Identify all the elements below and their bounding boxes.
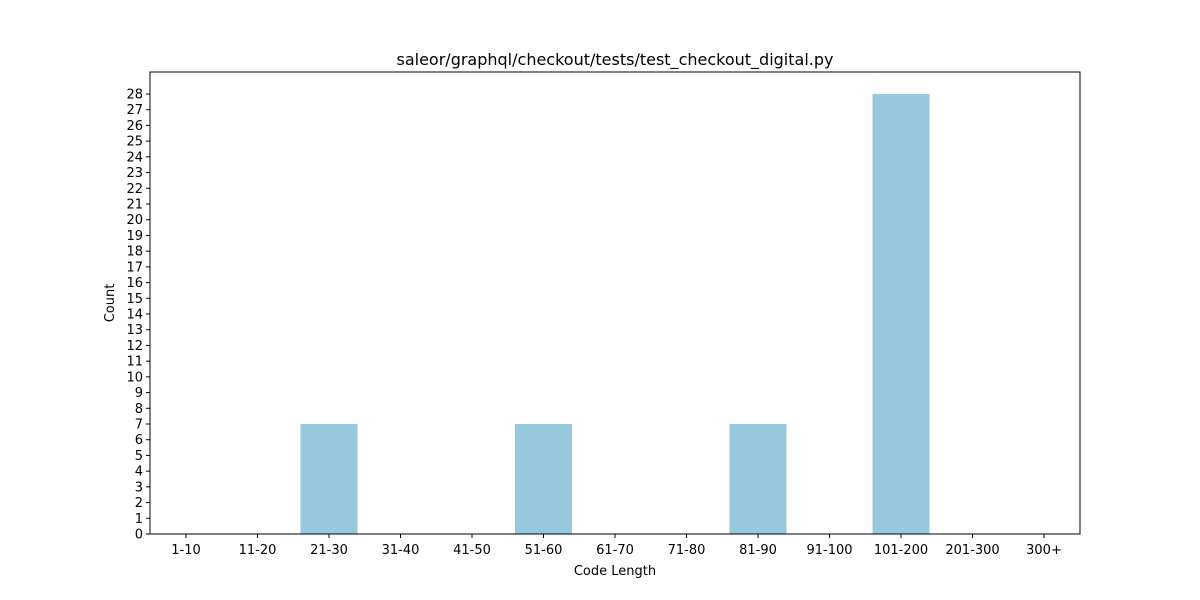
y-tick-label: 23	[126, 166, 143, 181]
x-tick-label: 1-10	[171, 543, 201, 558]
y-tick-label: 1	[135, 512, 143, 527]
y-tick-label: 19	[126, 229, 143, 244]
x-tick-label: 31-40	[382, 543, 420, 558]
x-tick-label: 201-300	[945, 543, 999, 558]
x-tick-label: 71-80	[668, 543, 706, 558]
y-tick-label: 9	[135, 386, 143, 401]
y-tick-label: 21	[126, 198, 143, 213]
y-tick-label: 22	[126, 182, 143, 197]
x-tick-label: 41-50	[453, 543, 491, 558]
y-tick-label: 18	[126, 245, 143, 260]
y-tick-label: 8	[135, 402, 143, 417]
y-tick-label: 10	[126, 370, 143, 385]
x-axis-title: Code Length	[574, 564, 656, 579]
plot-frame	[149, 71, 1081, 535]
y-tick-label: 6	[135, 433, 143, 448]
y-axis-title: Count	[103, 284, 118, 323]
y-tick-label: 11	[126, 355, 143, 370]
bar-101-200	[872, 94, 930, 534]
x-tick-label: 11-20	[239, 543, 277, 558]
x-tick-label: 61-70	[596, 543, 634, 558]
x-tick-label: 101-200	[874, 543, 928, 558]
bar-21-30	[300, 424, 358, 534]
y-tick-label: 2	[135, 496, 143, 511]
x-tick-label: 91-100	[806, 543, 852, 558]
x-axis: 1-10 11-20 21-30 31-40 41-50 51-60 61-70 71-80 8…	[171, 534, 1062, 558]
y-tick-label: 28	[126, 88, 143, 103]
bars-group	[300, 94, 930, 534]
x-tick-label: 21-30	[310, 543, 348, 558]
bar-51-60	[515, 424, 572, 534]
y-tick-label: 15	[126, 292, 143, 307]
y-tick-label: 25	[126, 135, 143, 150]
x-tick-label: 51-60	[525, 543, 563, 558]
y-tick-label: 24	[126, 150, 143, 165]
y-tick-label: 20	[126, 213, 143, 228]
y-tick-label: 16	[126, 276, 143, 291]
y-tick-label: 27	[126, 103, 143, 118]
y-tick-label: 26	[126, 119, 143, 134]
y-tick-label: 14	[126, 308, 143, 323]
y-tick-label: 17	[126, 260, 143, 275]
x-tick-label: 300+	[1026, 543, 1062, 558]
bar-81-90	[729, 424, 787, 534]
y-tick-label: 7	[135, 418, 143, 433]
y-tick-label: 3	[135, 480, 143, 495]
y-tick-label: 5	[135, 449, 143, 464]
y-tick-label: 12	[126, 339, 143, 354]
y-tick-label: 0	[135, 528, 143, 543]
y-axis: 0123456789101112131415161718192021222324…	[126, 88, 150, 543]
y-tick-label: 4	[135, 465, 143, 480]
x-tick-label: 81-90	[739, 543, 777, 558]
y-tick-label: 13	[126, 323, 143, 338]
chart-title: saleor/graphql/checkout/tests/test_check…	[397, 50, 834, 70]
